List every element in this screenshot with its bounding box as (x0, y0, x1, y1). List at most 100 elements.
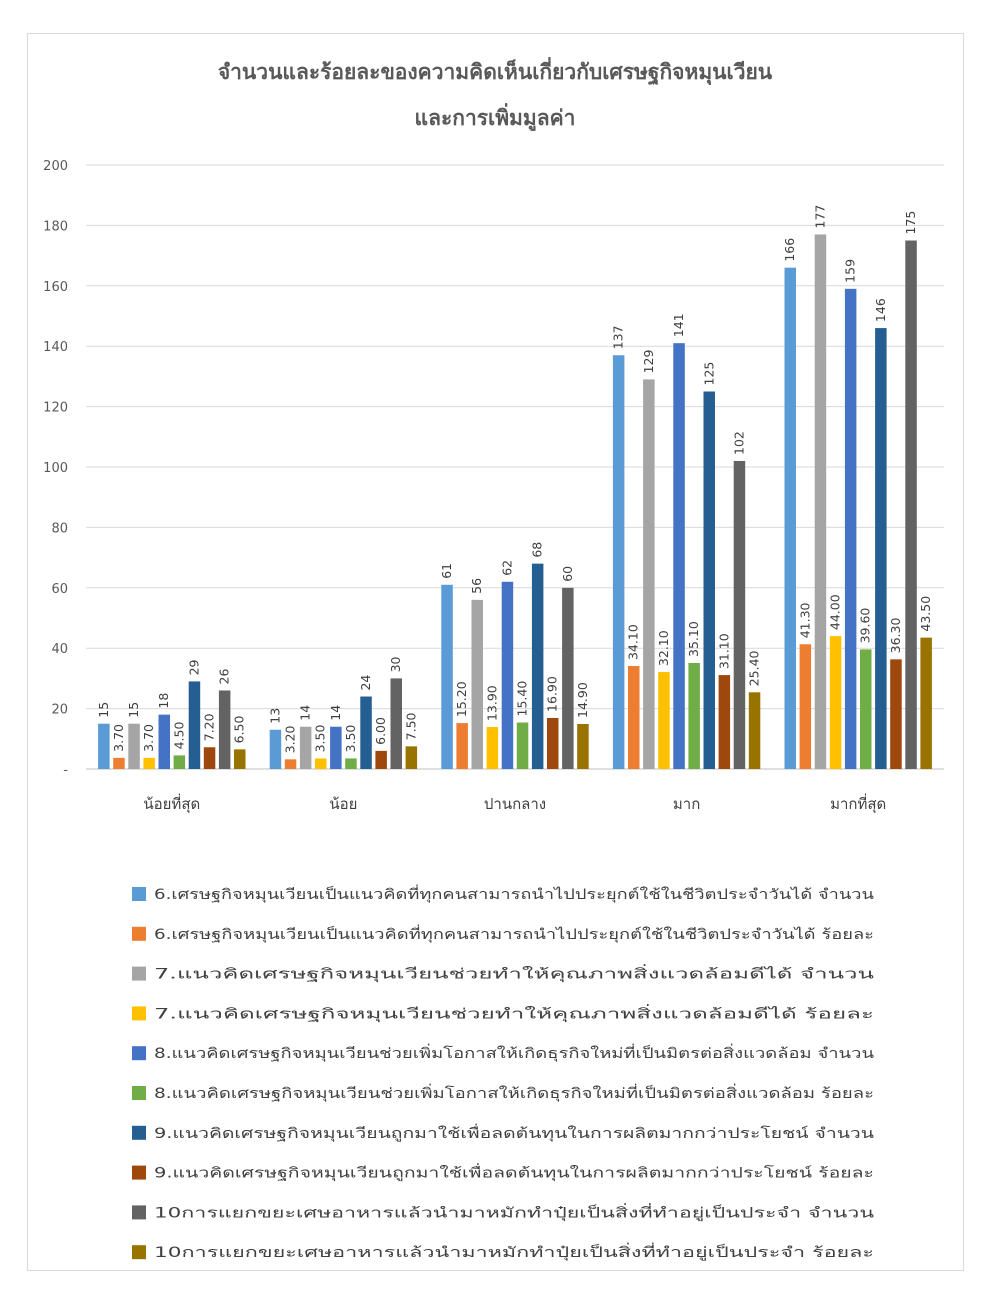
data-label: 32.10 (656, 630, 671, 666)
legend-swatch (132, 926, 146, 941)
bar (844, 288, 857, 769)
data-label: 36.30 (888, 618, 903, 654)
data-label: 15 (126, 702, 141, 718)
bar (330, 726, 342, 769)
bar (733, 460, 746, 769)
legend-swatch (132, 1086, 146, 1100)
legend-item: 9.แนวคิดเศรษฐกิจหมุนเวียนถูกมาใช้เพื่อลด… (132, 1124, 875, 1142)
y-tick-label: 80 (51, 521, 68, 536)
bar (441, 584, 453, 769)
legend-label: 7.แนวคิดเศรษฐกิจหมุนเวียนช่วยทำให้คุณภาพ… (154, 965, 875, 983)
bar (547, 717, 559, 769)
data-label: 68 (530, 542, 545, 558)
x-category-label: น้อยที่สุด (143, 793, 200, 814)
bar (98, 723, 110, 769)
x-category-label: ปานกลาง (484, 795, 546, 813)
data-label: 44.00 (828, 594, 843, 630)
bar (516, 722, 529, 769)
bar (158, 714, 170, 769)
bar (456, 723, 468, 769)
bar (173, 755, 186, 769)
data-label: 102 (731, 431, 746, 455)
legend: 6.เศรษฐกิจหมุนเวียนเป็นแนวคิดที่ทุกคนสาม… (132, 885, 875, 1261)
data-label: 14 (328, 705, 343, 721)
bar (390, 678, 402, 769)
y-tick-label: 140 (43, 340, 68, 355)
data-label: 41.30 (797, 602, 812, 638)
data-label: 25.40 (747, 650, 762, 686)
legend-item: 10การแยกขยะเศษอาหารแล้วนำมาหมักทำปุ๋ยเป็… (132, 1243, 874, 1261)
bar (188, 681, 201, 769)
data-label: 35.10 (686, 621, 701, 657)
data-label: 43.50 (918, 596, 933, 632)
legend-label: 9.แนวคิดเศรษฐกิจหมุนเวียนถูกมาใช้เพื่อลด… (154, 1164, 874, 1182)
bar (688, 662, 700, 769)
y-tick-label: 160 (43, 280, 68, 295)
legend-label: 10การแยกขยะเศษอาหารแล้วนำมาหมักทำปุ๋ยเป็… (154, 1203, 875, 1221)
bar (113, 757, 125, 769)
legend-label: 10การแยกขยะเศษอาหารแล้วนำมาหมักทำปุ๋ยเป็… (154, 1243, 874, 1261)
data-label: 7.50 (403, 712, 418, 740)
y-tick-label: 180 (43, 219, 68, 234)
legend-item: 8.แนวคิดเศรษฐกิจหมุนเวียนช่วยเพิ่มโอกาสใ… (132, 1084, 874, 1102)
data-label: 60 (560, 566, 575, 582)
bar (577, 724, 589, 769)
data-label: 146 (873, 298, 888, 322)
legend-swatch (132, 1205, 146, 1220)
bar (143, 757, 155, 769)
legend-item: 10การแยกขยะเศษอาหารแล้วนำมาหมักทำปุ๋ยเป็… (132, 1203, 875, 1221)
data-label: 3.50 (313, 725, 328, 753)
bar (673, 343, 685, 769)
data-label: 7.20 (202, 713, 217, 741)
y-tick-label: 60 (51, 582, 68, 597)
y-tick-label: 120 (43, 401, 68, 416)
legend-label: 8.แนวคิดเศรษฐกิจหมุนเวียนช่วยเพิ่มโอกาสใ… (154, 1084, 874, 1102)
legend-label: 9.แนวคิดเศรษฐกิจหมุนเวียนถูกมาใช้เพื่อลด… (154, 1124, 875, 1142)
bar (218, 690, 231, 769)
bar (284, 759, 297, 769)
bar (920, 637, 932, 769)
data-label: 18 (156, 693, 171, 709)
bar (905, 240, 917, 769)
legend-swatch (132, 1125, 146, 1140)
x-category-label: น้อย (329, 795, 357, 813)
x-category-label: มากที่สุด (830, 793, 886, 814)
bar (128, 723, 140, 769)
legend-swatch (132, 1046, 146, 1061)
data-label: 13.90 (484, 685, 499, 721)
data-label: 3.70 (111, 724, 126, 752)
data-label: 61 (439, 563, 454, 579)
bar (718, 675, 731, 769)
data-label: 31.10 (716, 633, 731, 669)
bar (203, 747, 216, 769)
y-tick-label: 100 (43, 461, 68, 476)
data-label: 62 (499, 560, 514, 576)
bars (98, 234, 932, 769)
data-label: 15.20 (454, 681, 469, 717)
data-label: 3.20 (283, 725, 298, 753)
bar (269, 729, 282, 769)
data-label: 16.90 (545, 676, 560, 712)
legend-item: 9.แนวคิดเศรษฐกิจหมุนเวียนถูกมาใช้เพื่อลด… (132, 1164, 874, 1182)
data-label: 30 (388, 656, 403, 672)
data-label: 14.90 (575, 682, 590, 718)
bar (486, 727, 499, 769)
legend-item: 7.แนวคิดเศรษฐกิจหมุนเวียนช่วยทำให้คุณภาพ… (132, 965, 875, 983)
legend-swatch (132, 1006, 146, 1021)
bar (612, 355, 625, 769)
legend-swatch (132, 1165, 146, 1180)
bar (860, 649, 872, 769)
bar (375, 750, 387, 769)
legend-swatch (132, 966, 146, 981)
chart-title-line-2: และการเพิ่มมูลค่า (415, 102, 576, 132)
data-label: 34.10 (626, 624, 641, 660)
legend-label: 7.แนวคิดเศรษฐกิจหมุนเวียนช่วยทำให้คุณภาพ… (154, 1004, 874, 1022)
data-label: 125 (701, 362, 716, 386)
data-label: 4.50 (171, 722, 186, 750)
data-label: 3.50 (343, 725, 358, 753)
legend-label: 6.เศรษฐกิจหมุนเวียนเป็นแนวคิดที่ทุกคนสาม… (154, 925, 874, 943)
chart-title-line-1: จำนวนและร้อยละของความคิดเห็นเกี่ยวกับเศร… (218, 56, 773, 86)
y-tick-label: 20 (51, 703, 68, 718)
